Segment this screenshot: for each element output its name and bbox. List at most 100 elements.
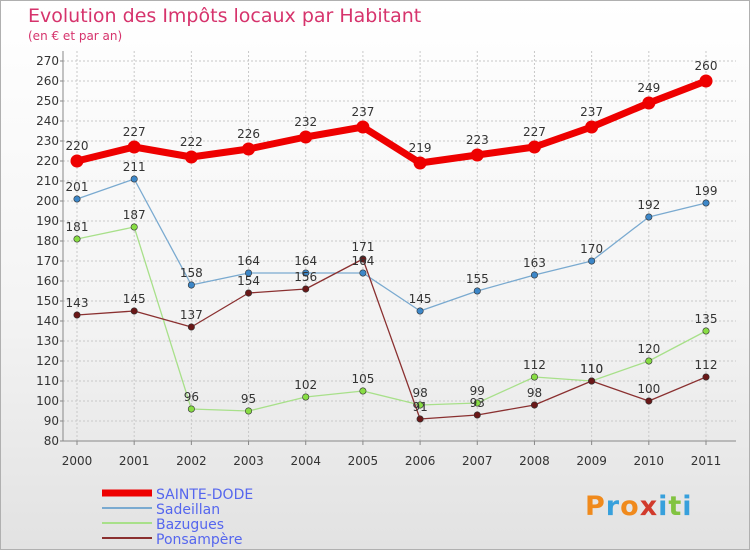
x-tick-label: 2004 bbox=[290, 454, 321, 468]
data-point bbox=[645, 213, 653, 221]
data-point bbox=[530, 373, 538, 381]
data-point bbox=[527, 140, 541, 154]
data-label: 192 bbox=[637, 198, 660, 212]
data-point bbox=[473, 411, 481, 419]
data-label: 98 bbox=[527, 386, 542, 400]
data-label: 102 bbox=[294, 378, 317, 392]
data-label: 211 bbox=[123, 160, 146, 174]
data-label: 91 bbox=[412, 400, 427, 414]
data-label: 98 bbox=[412, 386, 427, 400]
logo-letter: i bbox=[658, 491, 669, 522]
y-tick-label: 250 bbox=[36, 94, 59, 108]
data-point bbox=[302, 393, 310, 401]
data-label: 249 bbox=[637, 81, 660, 95]
x-tick-label: 2005 bbox=[348, 454, 379, 468]
data-point bbox=[473, 287, 481, 295]
data-point bbox=[588, 257, 596, 265]
data-label: 110 bbox=[580, 362, 603, 376]
data-label: 164 bbox=[237, 254, 260, 268]
data-label: 163 bbox=[523, 256, 546, 270]
data-label: 155 bbox=[466, 272, 489, 286]
data-label: 154 bbox=[237, 274, 260, 288]
data-point bbox=[413, 156, 427, 170]
data-point bbox=[187, 281, 195, 289]
data-point bbox=[245, 269, 253, 277]
data-point bbox=[184, 150, 198, 164]
data-point bbox=[73, 235, 81, 243]
data-label: 237 bbox=[351, 105, 374, 119]
data-label: 145 bbox=[123, 292, 146, 306]
data-label: 95 bbox=[241, 392, 256, 406]
data-point bbox=[645, 357, 653, 365]
data-label: 170 bbox=[580, 242, 603, 256]
data-label: 227 bbox=[523, 125, 546, 139]
data-point bbox=[359, 269, 367, 277]
y-tick-label: 240 bbox=[36, 114, 59, 128]
data-label: 164 bbox=[351, 254, 374, 268]
data-label: 99 bbox=[470, 384, 485, 398]
series-line bbox=[76, 226, 707, 412]
data-point bbox=[73, 311, 81, 319]
data-label: 100 bbox=[637, 382, 660, 396]
y-tick-label: 210 bbox=[36, 174, 59, 188]
data-point bbox=[588, 377, 596, 385]
x-tick-label: 2002 bbox=[176, 454, 207, 468]
x-tick-label: 2009 bbox=[576, 454, 607, 468]
data-label: 120 bbox=[637, 342, 660, 356]
y-tick-label: 260 bbox=[36, 74, 59, 88]
data-label: 223 bbox=[466, 133, 489, 147]
legend-label: Sadeillan bbox=[156, 502, 220, 518]
y-tick-label: 110 bbox=[36, 374, 59, 388]
y-tick-label: 220 bbox=[36, 154, 59, 168]
data-point bbox=[302, 285, 310, 293]
legend-label: Bazugues bbox=[156, 517, 224, 533]
x-tick-label: 2001 bbox=[119, 454, 150, 468]
data-point bbox=[416, 401, 424, 409]
y-tick-label: 160 bbox=[36, 274, 59, 288]
data-label: 145 bbox=[409, 292, 432, 306]
x-tick-label: 2006 bbox=[405, 454, 436, 468]
series-line bbox=[76, 258, 707, 420]
data-point bbox=[299, 130, 313, 144]
data-point bbox=[127, 140, 141, 154]
data-label: 105 bbox=[351, 372, 374, 386]
series-line bbox=[76, 178, 707, 312]
data-label: 158 bbox=[180, 266, 203, 280]
logo-letter: P bbox=[585, 491, 606, 522]
data-point bbox=[245, 289, 253, 297]
data-label: 93 bbox=[470, 396, 485, 410]
data-point bbox=[645, 397, 653, 405]
y-tick-label: 90 bbox=[44, 414, 59, 428]
data-label: 219 bbox=[409, 141, 432, 155]
data-label: 164 bbox=[294, 254, 317, 268]
data-point bbox=[70, 154, 84, 168]
data-point bbox=[356, 120, 370, 134]
y-tick-label: 270 bbox=[36, 54, 59, 68]
data-label: 227 bbox=[123, 125, 146, 139]
data-label: 171 bbox=[351, 240, 374, 254]
data-point bbox=[187, 323, 195, 331]
data-point bbox=[359, 387, 367, 395]
logo-letter: x bbox=[639, 491, 659, 522]
grid-lines bbox=[63, 51, 736, 441]
logo-letter: o bbox=[620, 491, 640, 522]
logo-letter: t bbox=[668, 491, 683, 522]
data-point bbox=[530, 401, 538, 409]
y-tick-label: 80 bbox=[44, 434, 59, 448]
y-tick-label: 150 bbox=[36, 294, 59, 308]
data-point bbox=[530, 271, 538, 279]
data-point bbox=[130, 307, 138, 315]
x-tick-label: 2007 bbox=[462, 454, 493, 468]
data-label: 222 bbox=[180, 135, 203, 149]
data-point bbox=[302, 269, 310, 277]
data-point bbox=[702, 327, 710, 335]
y-tick-label: 170 bbox=[36, 254, 59, 268]
y-tick-label: 120 bbox=[36, 354, 59, 368]
x-tick-label: 2011 bbox=[691, 454, 722, 468]
data-label: 156 bbox=[294, 270, 317, 284]
data-point bbox=[642, 96, 656, 110]
x-tick-label: 2008 bbox=[519, 454, 550, 468]
data-label: 137 bbox=[180, 308, 203, 322]
